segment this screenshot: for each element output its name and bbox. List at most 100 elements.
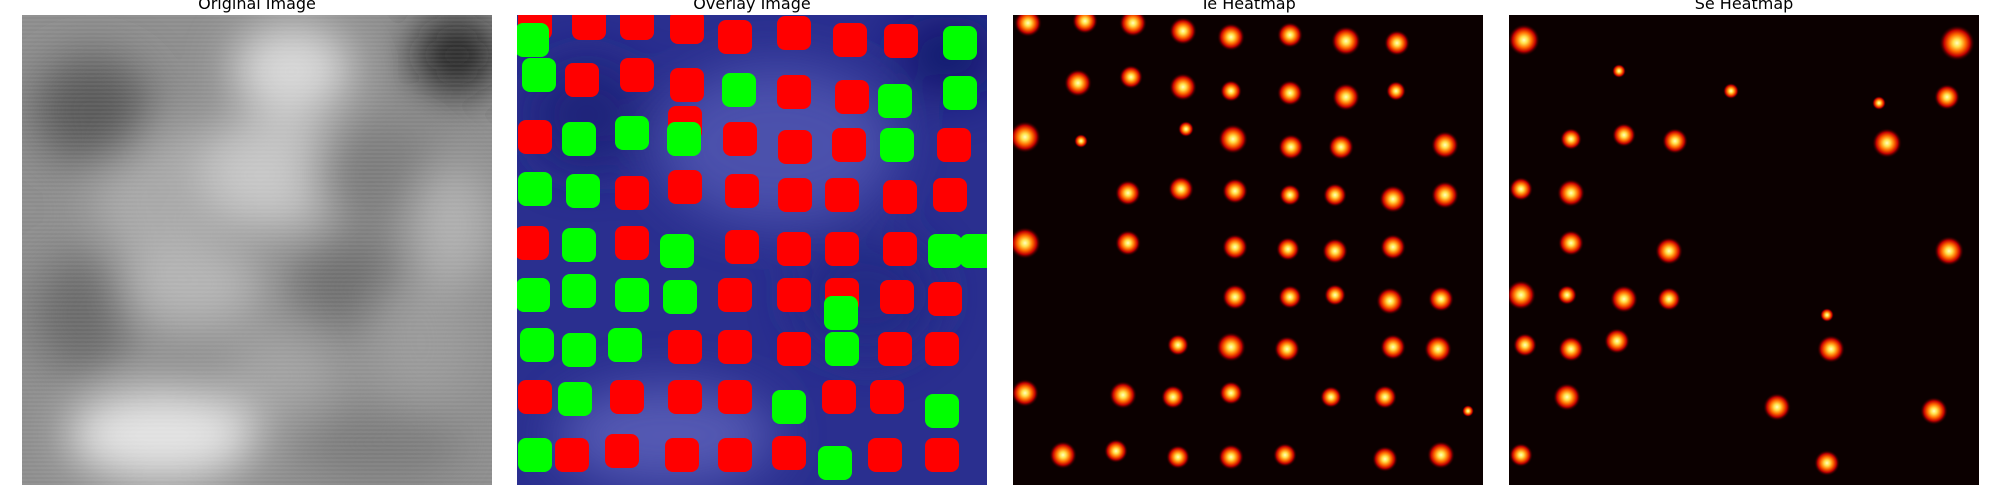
heatmap-spot <box>1324 284 1346 306</box>
te-marker <box>868 438 902 472</box>
heatmap-spot <box>1115 180 1141 206</box>
te-marker <box>778 130 812 164</box>
heatmap-spot <box>1274 336 1300 362</box>
heatmap-spot <box>1920 397 1948 425</box>
heatmap-spot <box>1872 128 1902 158</box>
overlay-markers <box>517 15 987 480</box>
heatmap-spot <box>1216 332 1246 362</box>
te-marker <box>835 80 869 114</box>
heatmap-spot <box>1553 383 1581 411</box>
heatmap-spot <box>1557 285 1577 305</box>
te-marker <box>518 380 552 414</box>
heatmap-spot <box>1557 179 1585 207</box>
te-marker <box>928 282 962 316</box>
overlay-image <box>517 15 987 485</box>
se-spots <box>1509 24 1975 476</box>
se-heatmap-panel: Se Heatmap <box>1509 0 1979 485</box>
se-marker <box>608 328 642 362</box>
heatmap-spot <box>1380 234 1406 260</box>
te-marker <box>718 380 752 414</box>
te-marker <box>925 332 959 366</box>
te-marker <box>718 20 752 54</box>
te-marker <box>668 330 702 364</box>
heatmap-spot <box>1820 308 1834 322</box>
heatmap-spot <box>1278 285 1302 309</box>
heatmap-spot <box>1657 287 1681 311</box>
se-marker <box>566 174 600 208</box>
heatmap-spot <box>1428 286 1454 312</box>
heatmap-spot <box>1424 335 1452 363</box>
se-marker <box>825 332 859 366</box>
heatmap-spot <box>1322 238 1348 264</box>
overlay-image-panel: Overlay Image <box>517 0 987 485</box>
heatmap-spot <box>1509 443 1533 467</box>
heatmap-spot <box>1558 230 1584 256</box>
heatmap-spot <box>1509 280 1536 310</box>
te-marker <box>777 16 811 50</box>
te-marker <box>555 438 589 472</box>
se-marker <box>772 390 806 424</box>
te-marker <box>878 332 912 366</box>
te-marker <box>880 280 914 314</box>
heatmap-spot <box>1610 285 1638 313</box>
te-marker <box>777 75 811 109</box>
heatmap-spot <box>1013 121 1041 153</box>
te-marker <box>883 232 917 266</box>
se-heatmap <box>1509 15 1979 485</box>
te-marker <box>884 24 918 58</box>
te-marker <box>615 176 649 210</box>
heatmap-spot <box>1431 131 1459 159</box>
heatmap-spot <box>1655 237 1683 265</box>
te-marker <box>772 436 806 470</box>
heatmap-spot <box>1276 237 1300 261</box>
se-marker <box>517 23 549 57</box>
te-marker <box>668 380 702 414</box>
se-marker <box>518 172 552 206</box>
heatmap-spot <box>1560 128 1582 150</box>
te-marker <box>825 178 859 212</box>
heatmap-spot <box>1161 385 1185 409</box>
te-marker <box>937 128 971 162</box>
heatmap-spot <box>1220 80 1242 102</box>
te-marker <box>777 278 811 312</box>
te-marker <box>718 330 752 364</box>
te-marker <box>518 120 552 154</box>
heatmap-spot <box>1332 83 1360 111</box>
se-marker <box>522 58 556 92</box>
heatmap-spot <box>1934 236 1964 266</box>
te-marker <box>718 278 752 312</box>
se-marker <box>818 446 852 480</box>
te-marker <box>665 438 699 472</box>
heatmap-spot <box>1379 185 1407 213</box>
heatmap-spot <box>1427 441 1455 469</box>
heatmap-spot <box>1104 439 1128 463</box>
heatmap-spot <box>1328 134 1354 160</box>
heatmap-spot <box>1509 177 1533 201</box>
se-marker <box>660 234 694 268</box>
panel-title-te: Te Heatmap <box>1200 0 1296 13</box>
heatmap-spot <box>1217 23 1245 51</box>
te-marker <box>565 63 599 97</box>
heatmap-spot <box>1168 176 1194 202</box>
se-marker <box>520 328 554 362</box>
heatmap-spot <box>1723 83 1739 99</box>
heatmap-spot <box>1462 405 1474 417</box>
heatmap-spot <box>1872 96 1886 110</box>
se-marker <box>615 116 649 150</box>
heatmap-spot <box>1384 30 1410 56</box>
se-marker <box>824 296 858 330</box>
se-marker <box>943 76 977 110</box>
heatmap-spot <box>1386 81 1406 101</box>
heatmap-spot <box>1072 15 1098 34</box>
panel-title-overlay: Overlay Image <box>693 0 811 13</box>
heatmap-spot <box>1218 124 1248 154</box>
heatmap-spot <box>1169 73 1197 101</box>
te-marker <box>725 174 759 208</box>
se-marker <box>667 122 701 156</box>
heatmap-spot <box>1219 381 1243 405</box>
te-marker <box>572 15 606 40</box>
se-marker <box>562 333 596 367</box>
heatmap-spot <box>1178 121 1194 137</box>
heatmap-spot <box>1934 84 1960 110</box>
se-marker <box>562 274 596 308</box>
